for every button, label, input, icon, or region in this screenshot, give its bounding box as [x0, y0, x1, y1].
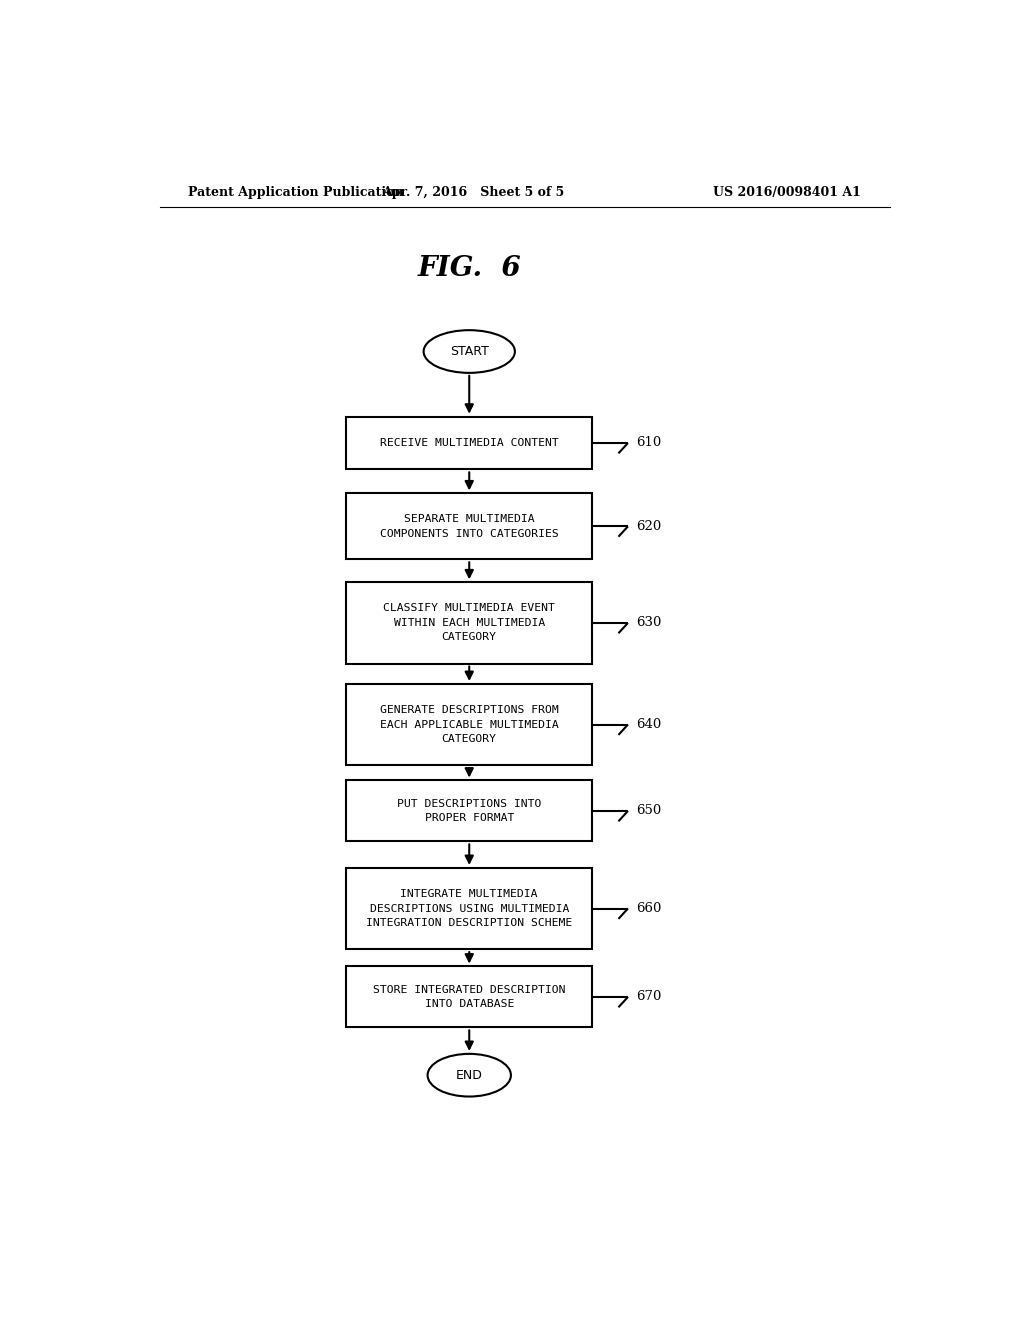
Text: 650: 650 — [636, 804, 662, 817]
Text: 610: 610 — [636, 437, 662, 450]
Text: INTEGRATE MULTIMEDIA
DESCRIPTIONS USING MULTIMEDIA
INTEGRATION DESCRIPTION SCHEM: INTEGRATE MULTIMEDIA DESCRIPTIONS USING … — [367, 890, 572, 928]
Text: END: END — [456, 1069, 482, 1081]
Text: Apr. 7, 2016   Sheet 5 of 5: Apr. 7, 2016 Sheet 5 of 5 — [382, 186, 564, 199]
Text: STORE INTEGRATED DESCRIPTION
INTO DATABASE: STORE INTEGRATED DESCRIPTION INTO DATABA… — [373, 985, 565, 1008]
Text: PUT DESCRIPTIONS INTO
PROPER FORMAT: PUT DESCRIPTIONS INTO PROPER FORMAT — [397, 799, 542, 824]
Text: Patent Application Publication: Patent Application Publication — [187, 186, 403, 199]
Text: RECEIVE MULTIMEDIA CONTENT: RECEIVE MULTIMEDIA CONTENT — [380, 438, 559, 447]
Text: 640: 640 — [636, 718, 662, 731]
Text: CLASSIFY MULTIMEDIA EVENT
WITHIN EACH MULTIMEDIA
CATEGORY: CLASSIFY MULTIMEDIA EVENT WITHIN EACH MU… — [383, 603, 555, 643]
Text: US 2016/0098401 A1: US 2016/0098401 A1 — [713, 186, 860, 199]
Text: 660: 660 — [636, 902, 662, 915]
Text: 630: 630 — [636, 616, 662, 630]
Text: GENERATE DESCRIPTIONS FROM
EACH APPLICABLE MULTIMEDIA
CATEGORY: GENERATE DESCRIPTIONS FROM EACH APPLICAB… — [380, 705, 559, 744]
Text: 670: 670 — [636, 990, 662, 1003]
Text: FIG.  6: FIG. 6 — [418, 255, 521, 281]
Text: START: START — [450, 345, 488, 358]
Text: SEPARATE MULTIMEDIA
COMPONENTS INTO CATEGORIES: SEPARATE MULTIMEDIA COMPONENTS INTO CATE… — [380, 513, 559, 539]
Text: 620: 620 — [636, 520, 662, 533]
